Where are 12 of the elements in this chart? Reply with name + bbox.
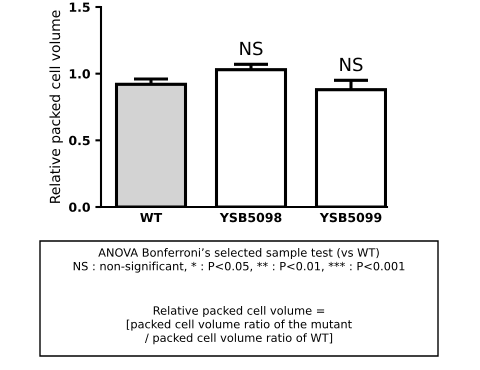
y-tick-label: 1.0 [70, 69, 90, 79]
x-tick-label: WT [140, 212, 162, 222]
annotation: NS [340, 58, 362, 72]
x-tick-label: YSB5099 [320, 212, 382, 222]
y-axis-title: Relative packed cell volume [49, 10, 63, 203]
y-tick-label: 0.5 [69, 136, 90, 146]
y-tick-label: 1.5 [70, 2, 90, 12]
y-tick-label: 0.0 [69, 202, 90, 212]
text: Relative packed cell volume = [packed cell volume ratio of the mutant / packed cell volume ratio of WT] [126, 306, 352, 344]
x-tick-label: YSB5098 [220, 212, 282, 222]
text: ANOVA Bonferroni’s selected sample test (vs WT) NS : non-significant, * : P<0.05, ** : P<0.01, *** : P<0.001 [74, 248, 404, 273]
annotation: NS [240, 42, 262, 56]
